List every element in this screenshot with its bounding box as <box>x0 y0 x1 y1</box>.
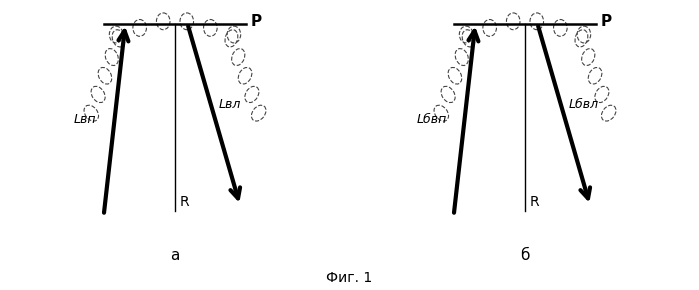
Text: Фиг. 1: Фиг. 1 <box>326 271 372 285</box>
Text: б: б <box>520 247 530 262</box>
Text: Lвл: Lвл <box>219 98 241 111</box>
Text: P: P <box>250 14 261 29</box>
Text: P: P <box>600 14 612 29</box>
Text: Lвп: Lвп <box>74 113 96 126</box>
Text: Lбвп: Lбвп <box>417 113 447 126</box>
Text: R: R <box>530 195 540 209</box>
Text: R: R <box>180 195 189 209</box>
Text: Lбвл: Lбвл <box>569 98 599 111</box>
Text: а: а <box>171 247 180 262</box>
